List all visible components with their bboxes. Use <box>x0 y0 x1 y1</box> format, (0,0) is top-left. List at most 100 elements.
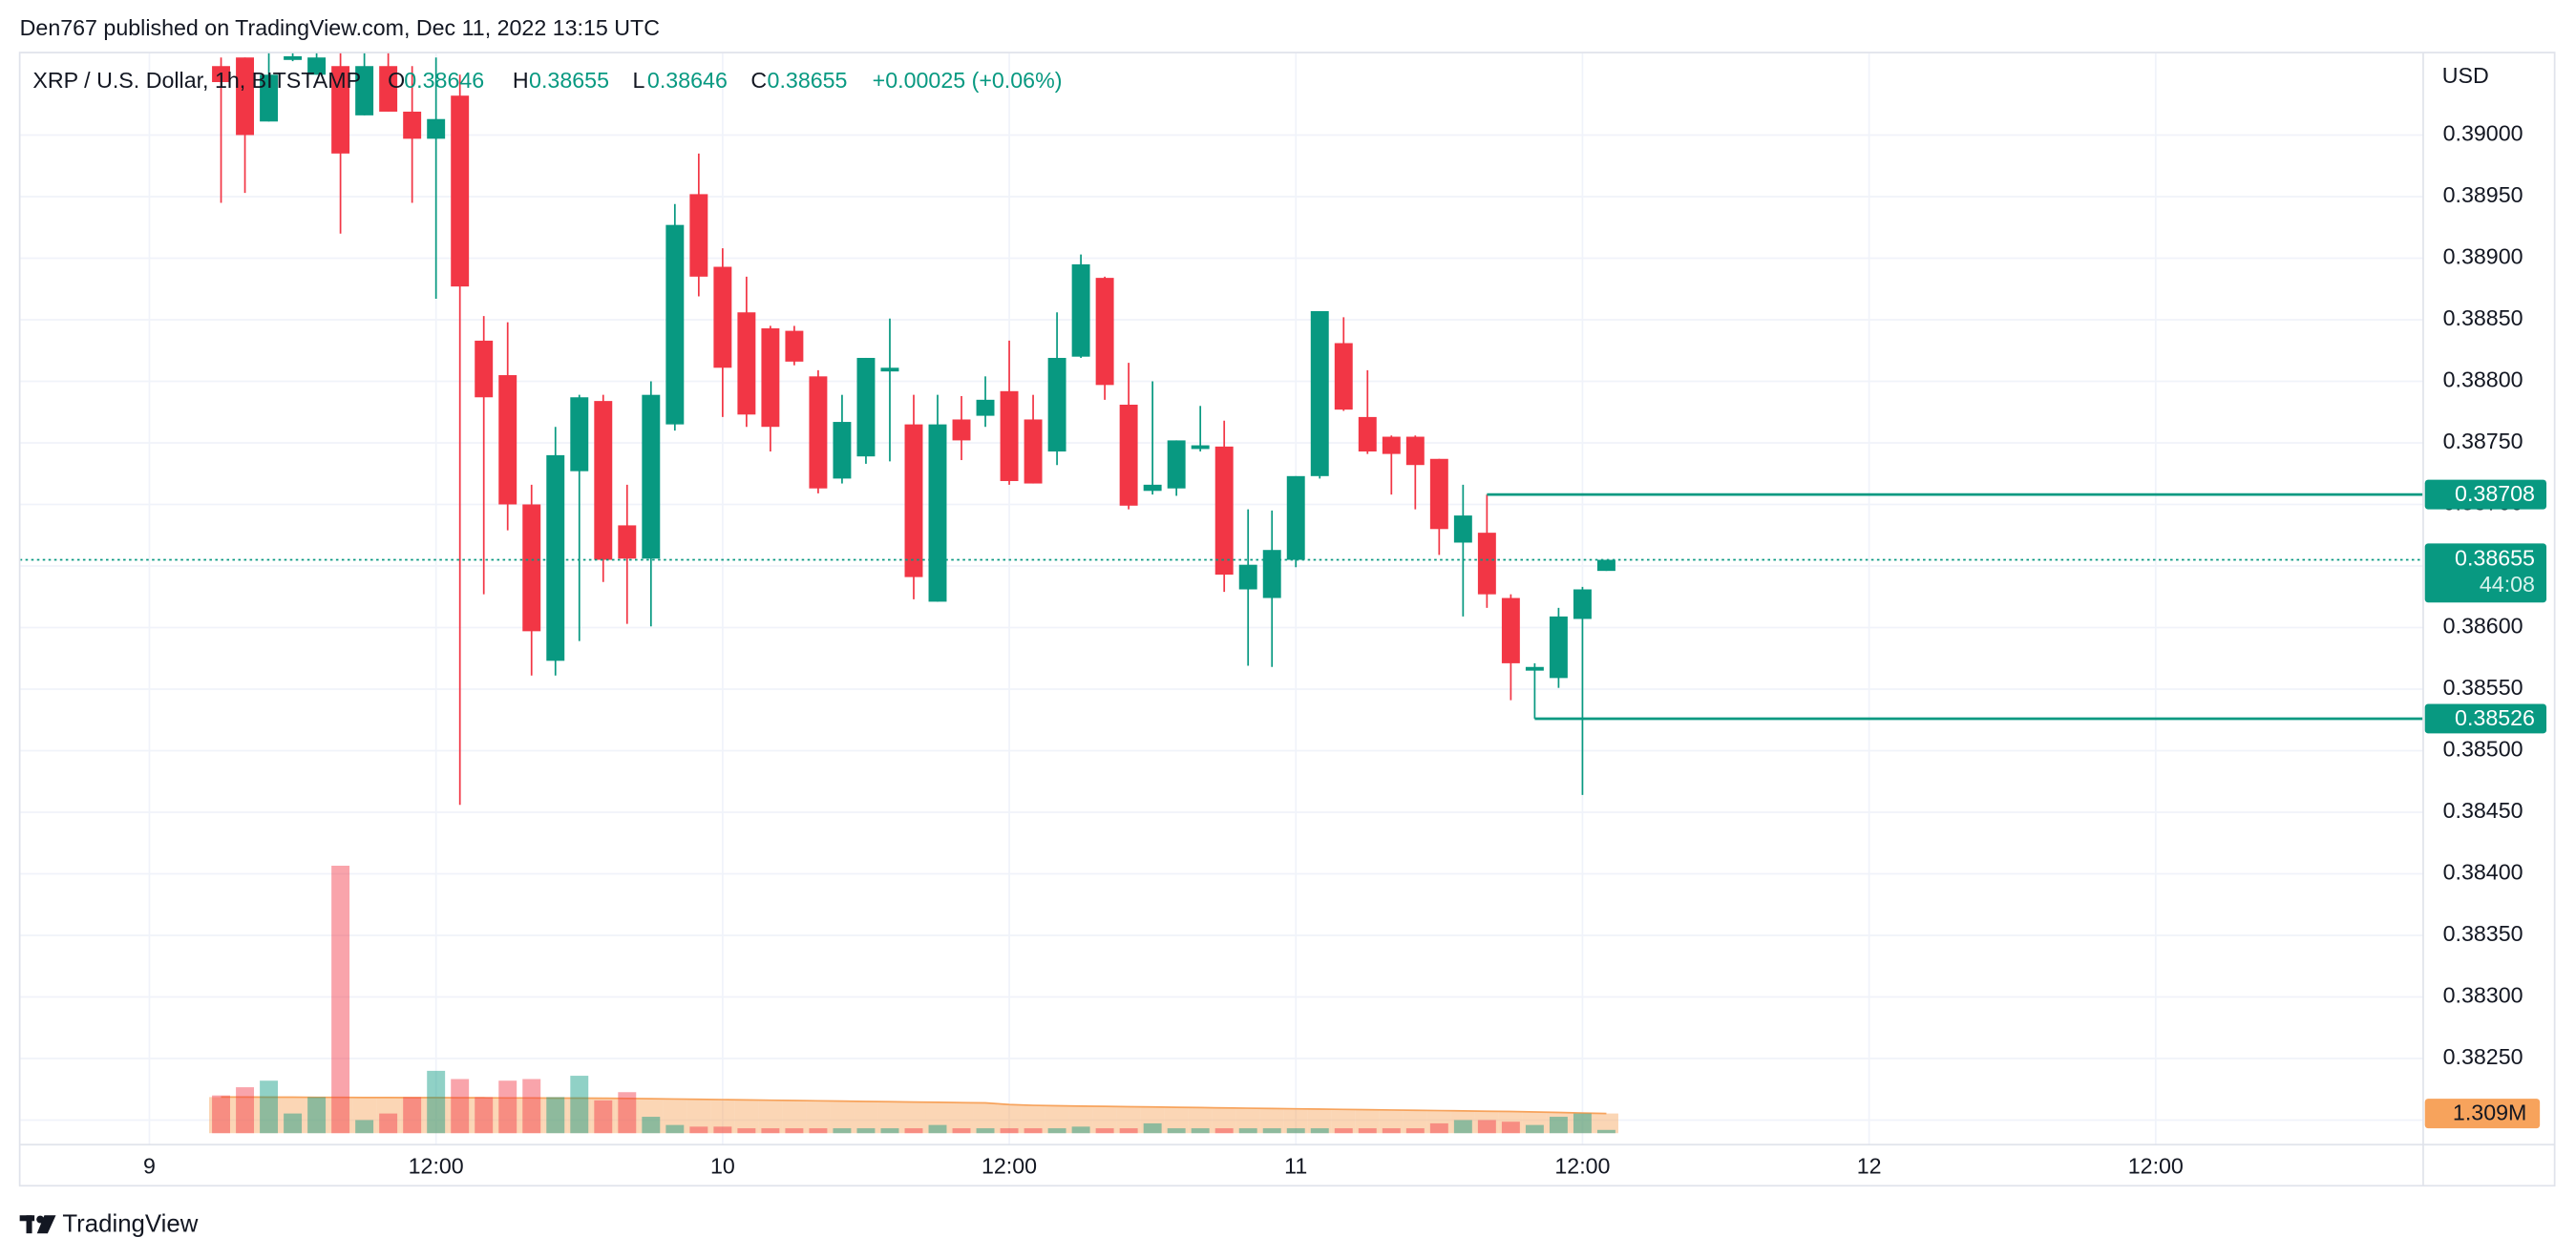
volume-ma-area <box>1426 1110 1451 1134</box>
candle-body <box>1071 263 1090 357</box>
candle-body <box>212 66 230 83</box>
candle-body <box>379 66 398 112</box>
candle-body <box>618 525 637 559</box>
frame <box>18 52 2556 1187</box>
candle-body <box>976 399 995 416</box>
volume-ma-area <box>806 1101 831 1134</box>
x-tick-label: 9 <box>143 1154 156 1179</box>
candle-body <box>809 376 828 489</box>
volume-bar <box>260 1080 279 1134</box>
symbol: XRP / U.S. Dollar, 1h, BITSTAMP <box>32 68 361 93</box>
volume-ma-area <box>710 1100 735 1134</box>
volume-ma-area <box>400 1098 425 1134</box>
y-tick-label: 0.38950 <box>2443 182 2523 207</box>
y-tick-label: 0.38850 <box>2443 305 2523 330</box>
legend-value: 0.38646 <box>647 68 728 93</box>
volume-bar <box>355 1120 374 1134</box>
legend-key: C <box>750 68 767 93</box>
plot <box>19 52 2423 1134</box>
volume-ma-area <box>1379 1109 1404 1134</box>
volume-bar <box>1525 1124 1544 1134</box>
volume-ma-area <box>519 1098 544 1134</box>
volume-bar <box>546 1097 565 1134</box>
volume-bar <box>618 1092 637 1134</box>
volume-ma-area <box>925 1101 950 1134</box>
volume-ma-area <box>973 1102 998 1134</box>
candle-body <box>1214 446 1234 576</box>
legend-key: O <box>388 68 405 93</box>
volume-bar <box>1286 1128 1305 1134</box>
volume-ma-area <box>997 1104 1022 1134</box>
volume-ma-area <box>1546 1112 1571 1134</box>
y-tick-label: 0.38550 <box>2443 675 2523 700</box>
volume-bar <box>307 1097 327 1134</box>
volume-bar <box>403 1097 422 1134</box>
volume-bar <box>522 1079 541 1134</box>
candle-body <box>570 397 589 472</box>
candle-body <box>546 454 565 661</box>
volume-ma-area <box>591 1098 616 1134</box>
candle-body <box>1286 475 1305 560</box>
volume-bar <box>904 1128 923 1134</box>
candle-body <box>1191 445 1210 450</box>
volume-bar <box>1596 1129 1615 1134</box>
x-tick-label: 12:00 <box>409 1154 464 1179</box>
volume-ma-area <box>209 1097 234 1134</box>
volume-ma-area <box>639 1099 664 1134</box>
candle-body <box>1167 440 1186 489</box>
volume-bar <box>1501 1122 1520 1134</box>
publisher-line: Den767 published on TradingView.com, Dec… <box>20 15 660 40</box>
candle-body <box>1095 278 1114 386</box>
volume-ma-area <box>1021 1105 1045 1134</box>
volume-bar <box>833 1128 852 1134</box>
volume-bar <box>1453 1120 1472 1134</box>
candle-body <box>307 57 327 75</box>
candle-body <box>1334 343 1353 410</box>
candle-body <box>594 401 613 560</box>
volume-ma-area <box>854 1101 878 1134</box>
volume-ma-area <box>1331 1109 1356 1134</box>
volume-ma-area <box>1307 1108 1332 1134</box>
candle-body <box>1119 404 1138 506</box>
candle-body <box>665 224 685 425</box>
volume-bar <box>1382 1128 1401 1134</box>
volume-bar <box>642 1117 661 1134</box>
volume-bar <box>1214 1128 1234 1134</box>
volume-ma-tag-label: 1.309M <box>2453 1101 2526 1125</box>
y-tick-label: 0.38750 <box>2443 429 2523 453</box>
volume-bar <box>331 866 350 1134</box>
candle-body <box>1477 533 1496 595</box>
volume-ma-area <box>949 1102 974 1134</box>
y-tick-label: 0.38250 <box>2443 1044 2523 1069</box>
volume-ma-area <box>734 1100 759 1134</box>
candle-body <box>785 330 804 362</box>
candle-body <box>1429 458 1448 530</box>
volume-bar <box>1573 1113 1592 1134</box>
candle-body <box>260 74 279 122</box>
candle-body <box>403 111 422 139</box>
volume-ma-area <box>830 1101 855 1134</box>
volume-bar <box>498 1080 517 1134</box>
logo <box>19 1215 56 1234</box>
volume-ma-area <box>1164 1107 1189 1134</box>
candle-body <box>1262 550 1281 598</box>
candle-body <box>689 194 708 277</box>
candle-body <box>427 118 446 139</box>
price-tag-label: 0.38526 <box>2455 705 2535 730</box>
volume-bar <box>284 1113 303 1134</box>
volume-bar <box>880 1128 899 1134</box>
candle-body <box>522 504 541 632</box>
candle-body <box>952 419 971 441</box>
volume-ma-area <box>1474 1111 1499 1134</box>
volume-ma-area <box>1570 1113 1594 1134</box>
volume-bar <box>1238 1128 1257 1134</box>
x-tick-label: 10 <box>710 1154 735 1179</box>
volume-bar <box>236 1087 255 1134</box>
volume-ma-area <box>352 1097 377 1134</box>
volume-bar <box>1549 1117 1568 1134</box>
logo-shape <box>26 1215 32 1234</box>
candle-body <box>1382 436 1401 454</box>
legend-key: H <box>513 68 529 93</box>
volume-bar <box>451 1079 470 1134</box>
